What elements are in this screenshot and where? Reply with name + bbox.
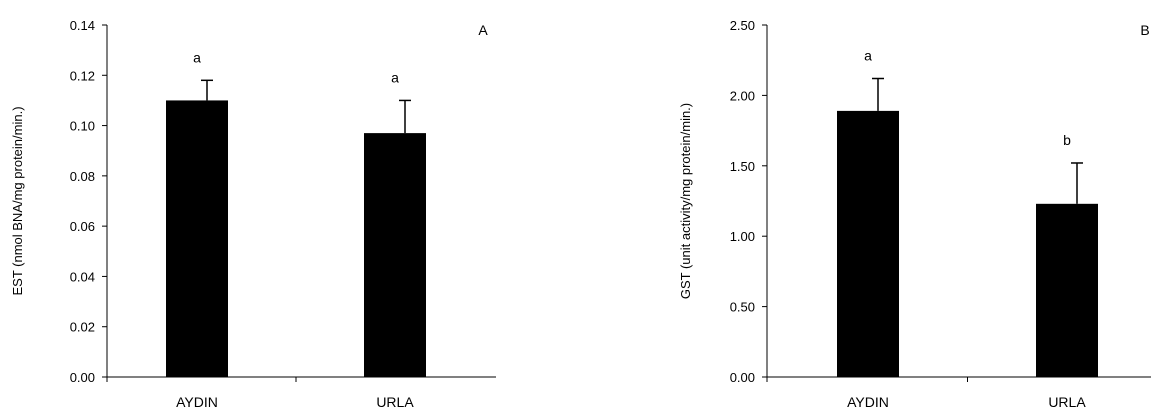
x-tick-label: AYDIN — [847, 394, 889, 410]
bar-urla — [1036, 203, 1098, 377]
y-tick-label: 0.00 — [730, 370, 755, 385]
panel-label: B — [1140, 22, 1149, 38]
significance-letter: a — [391, 69, 399, 85]
chart-panel-a: 0.00 0.02 0.04 0.06 0.08 0.10 0.12 0.14 a AYDIN a U… — [10, 18, 496, 410]
bar-aydin — [166, 100, 228, 377]
y-tick-label: 1.00 — [730, 229, 755, 244]
x-tick-label: AYDIN — [176, 394, 218, 410]
x-tick-label: URLA — [1048, 394, 1086, 410]
y-tick-label: 0.04 — [70, 269, 95, 284]
x-tick-label: URLA — [376, 394, 414, 410]
y-tick-label: 0.12 — [70, 68, 95, 83]
y-tick-label: 0.10 — [70, 119, 95, 134]
y-tick-label: 0.06 — [70, 219, 95, 234]
y-tick-label: 0.00 — [70, 370, 95, 385]
y-tick-label: 0.02 — [70, 320, 95, 335]
y-tick-label: 1.50 — [730, 159, 755, 174]
y-axis-title: GST (unit activity/mg protein/min.) — [678, 103, 693, 299]
panel-label: A — [478, 22, 488, 38]
y-tick-label: 0.50 — [730, 300, 755, 315]
y-tick-label: 0.08 — [70, 169, 95, 184]
bar-aydin — [837, 110, 899, 377]
y-tick-label: 2.50 — [730, 18, 755, 33]
bar-urla — [364, 133, 426, 377]
y-tick-label: 0.14 — [70, 18, 95, 33]
y-axis-title: EST (nmol BNA/mg protein/min.) — [10, 106, 25, 295]
significance-letter: a — [864, 48, 872, 64]
significance-letter: a — [193, 49, 201, 65]
chart-panel-b: 0.00 0.50 1.00 1.50 2.00 2.50 a AYDIN b URLA B GST … — [678, 18, 1151, 410]
significance-letter: b — [1063, 132, 1071, 148]
y-tick-label: 2.00 — [730, 88, 755, 103]
